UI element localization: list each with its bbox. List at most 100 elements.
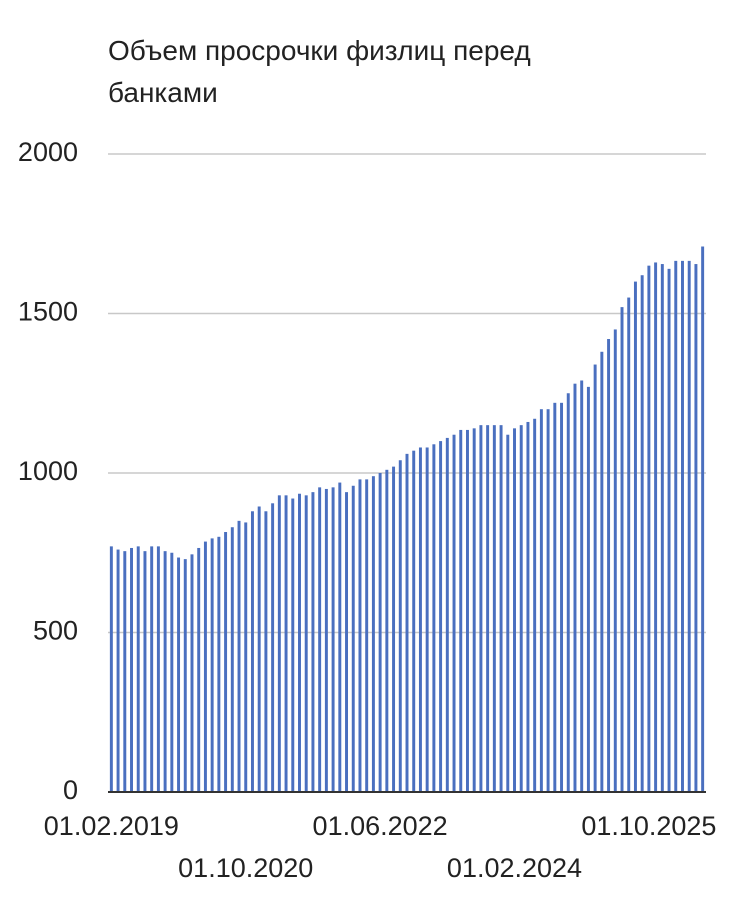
bar (607, 339, 611, 792)
bar (358, 479, 362, 792)
bar (257, 506, 261, 792)
bar (553, 402, 557, 792)
bar (264, 511, 268, 792)
bar (284, 495, 288, 792)
bar (365, 479, 369, 792)
bar (560, 402, 564, 792)
bar (627, 297, 631, 792)
bar (445, 437, 449, 792)
bar (224, 532, 228, 792)
x-tick-label: 01.02.2019 (44, 811, 179, 841)
bar (654, 262, 658, 793)
bar (472, 428, 476, 792)
y-tick-label: 500 (33, 616, 78, 646)
bar (271, 503, 275, 792)
bar (506, 434, 510, 792)
bar (156, 546, 160, 792)
bar (533, 418, 537, 792)
bar (244, 522, 248, 792)
bar (291, 498, 295, 792)
bar (338, 482, 342, 792)
bar (210, 538, 214, 792)
bar (123, 551, 127, 792)
bar (177, 557, 181, 792)
bar (674, 260, 678, 792)
y-tick-label: 0 (63, 775, 78, 805)
bar (660, 264, 664, 792)
bar (432, 444, 436, 792)
bar (318, 487, 322, 792)
bar (136, 546, 140, 792)
bar (324, 488, 328, 792)
bar (465, 429, 469, 792)
bar (580, 380, 584, 792)
y-tick-label: 1000 (18, 456, 78, 486)
bar (150, 546, 154, 792)
bar (304, 495, 308, 792)
x-tick-label: 01.02.2024 (447, 853, 582, 883)
bar (392, 466, 396, 792)
bar (203, 541, 207, 792)
bar (170, 552, 174, 792)
bar (647, 265, 651, 792)
bar (687, 260, 691, 792)
bar (217, 536, 221, 792)
bar (331, 487, 335, 792)
bar (298, 493, 301, 792)
bar (492, 425, 496, 792)
bar (371, 476, 375, 792)
bar (183, 559, 187, 792)
bar (143, 551, 147, 792)
x-tick-label: 01.06.2022 (313, 811, 448, 841)
bar (586, 386, 590, 792)
bar (694, 264, 698, 792)
y-tick-label: 1500 (18, 297, 78, 327)
bar (633, 281, 637, 792)
bar (479, 425, 483, 792)
bar (418, 447, 422, 792)
bar (573, 383, 577, 792)
bar (378, 473, 382, 792)
bar (237, 520, 241, 792)
bar (613, 329, 617, 792)
bar (519, 425, 523, 792)
bar (526, 421, 530, 792)
bar (593, 364, 597, 792)
x-tick-label: 01.10.2025 (581, 811, 716, 841)
bar (620, 307, 624, 792)
bar (345, 492, 349, 792)
bar (277, 495, 281, 792)
bar (311, 492, 315, 792)
bar (351, 485, 355, 792)
bar (116, 549, 120, 792)
bar (667, 268, 671, 793)
bar (130, 547, 133, 792)
bar (197, 547, 201, 792)
bar (405, 453, 409, 792)
chart-title: Объем просрочки физлиц перед банками (108, 35, 531, 108)
bar (513, 428, 516, 792)
bar (600, 351, 604, 792)
bar (230, 527, 234, 792)
bar (499, 425, 503, 792)
bar (163, 551, 167, 792)
bar (566, 393, 570, 792)
bar (250, 511, 254, 792)
bar (539, 409, 543, 792)
bar (546, 409, 550, 792)
bar (459, 429, 463, 792)
bar (385, 469, 389, 792)
bar (425, 447, 429, 792)
bar (109, 546, 113, 792)
bar (398, 460, 402, 792)
bar (486, 425, 490, 792)
x-tick-label: 01.10.2020 (178, 853, 313, 883)
y-tick-label: 2000 (18, 137, 78, 167)
bar (190, 554, 194, 792)
bar (701, 246, 705, 792)
bar (452, 434, 456, 792)
bar (412, 450, 416, 792)
bar (439, 441, 443, 792)
